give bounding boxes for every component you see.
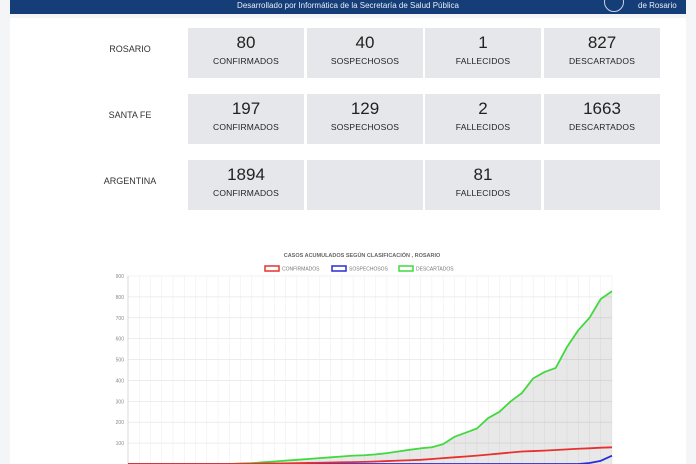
stat-label: SOSPECHOSOS — [330, 56, 400, 66]
stat-value: 2 — [478, 99, 488, 118]
banner-subtitle: Desarrollado por Informática de la Secre… — [237, 1, 459, 10]
region-label-rosario: ROSARIO — [109, 44, 151, 54]
brand-text: de Rosario — [638, 1, 677, 10]
series-line-confirmados — [128, 446, 613, 464]
y-tick-label: 300 — [116, 399, 125, 405]
y-tick-label: 200 — [116, 420, 125, 426]
stat-card: 1 FALLECIDOS — [425, 28, 541, 78]
stat-card: 129 SOSPECHOSOS — [307, 94, 423, 144]
chart-grid — [127, 275, 613, 464]
stat-value: 80 — [236, 33, 256, 52]
stat-value: 827 — [587, 33, 617, 52]
stat-value: 40 — [355, 33, 375, 52]
stat-value — [544, 165, 660, 185]
stat-label: DESCARTADOS — [568, 122, 636, 132]
stat-value: 1 — [478, 33, 488, 52]
y-tick-label: 700 — [116, 316, 125, 322]
stat-label: SOSPECHOSOS — [330, 122, 400, 132]
cumulative-cases-chart: CASOS ACUMULADOS SEGÚN CLASIFICACIÓN , R… — [116, 251, 613, 464]
stat-card: 1894 CONFIRMADOS — [188, 160, 304, 210]
legend-swatch[interactable] — [331, 265, 347, 272]
stat-card: 40 SOSPECHOSOS — [307, 28, 423, 78]
stat-value — [307, 165, 423, 185]
y-tick-label: 400 — [116, 378, 125, 384]
stat-label: CONFIRMADOS — [213, 188, 279, 198]
chart-title: CASOS ACUMULADOS SEGÚN CLASIFICACIÓN , R… — [284, 251, 441, 259]
y-tick-label: 900 — [116, 274, 125, 280]
legend-label[interactable]: DESCARTADOS — [416, 267, 454, 273]
stat-label: FALLECIDOS — [455, 56, 511, 66]
stat-value: 1663 — [583, 99, 621, 118]
stat-value: 129 — [350, 99, 380, 118]
top-banner: Desarrollado por Informática de la Secre… — [10, 0, 686, 14]
stat-label: FALLECIDOS — [455, 188, 511, 198]
content-panel — [10, 18, 686, 464]
y-tick-label: 800 — [116, 295, 125, 301]
y-axis: 900 800 700 600 500 400 300 200 100 — [116, 274, 129, 464]
stat-card-empty — [307, 160, 423, 210]
legend-label[interactable]: CONFIRMADOS — [282, 267, 320, 273]
legend-swatch[interactable] — [398, 265, 414, 272]
y-tick-label: 600 — [116, 337, 125, 343]
stat-label: CONFIRMADOS — [213, 122, 279, 132]
stat-card: 81 FALLECIDOS — [425, 160, 541, 210]
stat-value: 1894 — [227, 165, 265, 184]
stat-card: 80 CONFIRMADOS — [188, 28, 304, 78]
plot-area — [128, 290, 613, 464]
series-area-descartados — [128, 291, 612, 464]
legend-label[interactable]: SOSPECHOSOS — [349, 267, 389, 273]
y-tick-label: 100 — [116, 441, 125, 447]
stat-card: 2 FALLECIDOS — [425, 94, 541, 144]
chart-legend: CONFIRMADOS SOSPECHOSOS DESCARTADOS — [264, 265, 454, 273]
region-label-argentina: ARGENTINA — [103, 176, 157, 186]
stat-card: 197 CONFIRMADOS — [188, 94, 304, 144]
stat-label: CONFIRMADOS — [213, 56, 279, 66]
stat-card: 827 DESCARTADOS — [544, 28, 660, 78]
region-label-santa-fe: SANTA FE — [108, 110, 152, 120]
stat-value: 197 — [231, 99, 261, 118]
series-line-descartados — [128, 290, 613, 464]
seal-icon — [604, 0, 624, 12]
legend-swatch[interactable] — [264, 265, 280, 272]
stat-label: FALLECIDOS — [455, 122, 511, 132]
y-tick-label: 500 — [116, 358, 125, 364]
stat-card: 1663 DESCARTADOS — [544, 94, 660, 144]
stat-label: DESCARTADOS — [568, 56, 636, 66]
stat-card-empty — [544, 160, 660, 210]
stat-value: 81 — [473, 165, 493, 184]
